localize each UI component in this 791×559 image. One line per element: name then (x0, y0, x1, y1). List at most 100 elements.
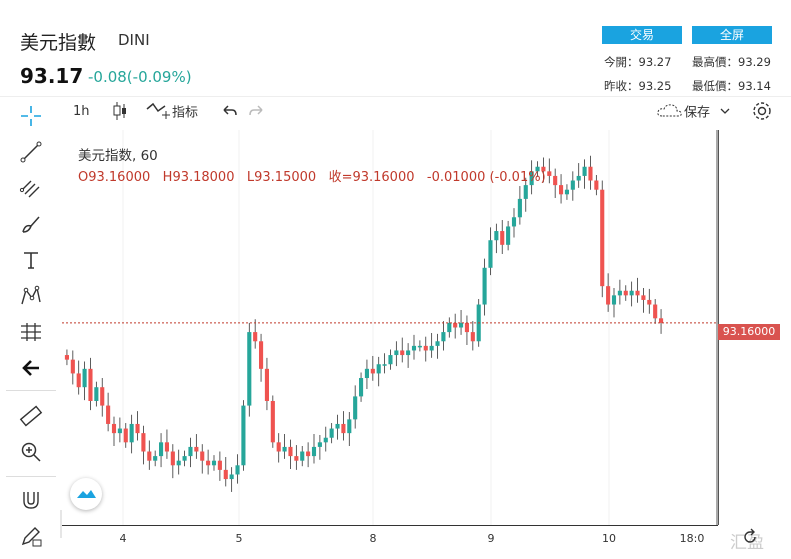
candle-body (88, 368, 93, 401)
candle-body (423, 345, 428, 351)
candle-body (482, 267, 487, 305)
indicator-icon (146, 102, 170, 119)
candle-body (70, 359, 75, 374)
trade-button[interactable]: 交易 (602, 26, 682, 44)
magnet-icon (23, 492, 39, 509)
candle-body (170, 451, 175, 466)
candle-body (241, 405, 246, 466)
stat-low-value: 93.14 (738, 79, 771, 93)
candle-body (223, 469, 228, 480)
candle-body (123, 428, 128, 443)
candle-body (594, 180, 599, 190)
text-tool[interactable] (14, 246, 48, 274)
wave-logo-icon (77, 490, 96, 498)
candle-body (653, 304, 658, 319)
x-tick: 9 (487, 532, 495, 545)
candle-body (488, 240, 493, 268)
refresh-icon (744, 528, 756, 543)
back-tool[interactable] (14, 354, 48, 382)
candle-body (323, 437, 328, 443)
legend-change: -0.01000 (-0.01%) (426, 170, 546, 185)
candle-body (341, 423, 346, 434)
stat-open: 今開：93.27 (604, 54, 671, 70)
measure-range-tool[interactable] (14, 318, 48, 346)
candle-body (564, 189, 569, 195)
price-change: -0.08(-0.09%) (88, 68, 192, 86)
toolbar-divider (0, 96, 791, 97)
candle-body (417, 345, 422, 348)
candle-body (211, 460, 217, 466)
fullscreen-button[interactable]: 全屏 (692, 26, 772, 44)
chart-logo-button[interactable] (70, 478, 102, 510)
left-toolbar-divider-2 (6, 476, 56, 477)
candle-body (523, 185, 528, 199)
price-chart[interactable] (62, 130, 780, 525)
candle-body (100, 387, 105, 406)
indicators-button[interactable]: 指标 (146, 101, 232, 121)
candle-body (117, 428, 122, 434)
candle-body (464, 322, 469, 333)
chevron-down-icon (720, 108, 730, 114)
candle-body (364, 368, 369, 379)
candle-body (282, 446, 287, 452)
candle-body (447, 322, 452, 333)
trendline-tool[interactable] (14, 138, 48, 166)
candle-body (306, 451, 311, 457)
candle-body (611, 295, 617, 305)
candle-body (400, 350, 405, 356)
candle-body (359, 378, 364, 397)
magnet-tool[interactable] (14, 486, 48, 514)
stat-high-value: 93.29 (738, 55, 771, 69)
candle-body (94, 387, 99, 401)
lock-drawings-tool[interactable] (14, 522, 48, 550)
candle-body (235, 465, 240, 475)
crosshair-tool[interactable] (14, 102, 48, 130)
interval-button[interactable]: 1h (73, 104, 90, 119)
candle-body (388, 355, 393, 365)
ruler-icon (19, 405, 43, 427)
current-price-label: 93.16000 (718, 324, 780, 340)
reset-chart-button[interactable] (741, 528, 759, 546)
candle-body (300, 451, 305, 461)
undo-button[interactable] (220, 101, 238, 121)
candle-body (553, 175, 558, 186)
x-tick: 5 (235, 532, 243, 545)
zoom-tool[interactable] (14, 438, 48, 466)
ruler-tool[interactable] (14, 402, 48, 430)
pattern-icon (21, 285, 41, 305)
candle-body (411, 345, 417, 351)
symbol-code: DINI (118, 31, 150, 49)
candle-body (353, 396, 358, 420)
candle-body (176, 460, 181, 466)
pattern-tool[interactable] (14, 282, 48, 310)
stat-open-value: 93.27 (638, 55, 672, 69)
fib-tool[interactable] (14, 174, 48, 202)
candle-body (570, 180, 575, 190)
chart-grid (122, 130, 610, 525)
candle-body (135, 423, 140, 434)
cloud-icon (657, 104, 682, 117)
candles (64, 155, 664, 492)
text-icon (24, 252, 38, 269)
undo-icon (223, 105, 237, 116)
candle-body (194, 446, 199, 452)
candle-style-button[interactable] (112, 101, 128, 121)
chart-legend-title: 美元指数, 60 (78, 148, 158, 164)
redo-button[interactable] (248, 101, 266, 121)
stat-prev-close-value: 93.25 (638, 79, 672, 93)
candle-body (435, 341, 440, 346)
panel-collapse-handle[interactable] (60, 510, 62, 538)
candle-body (600, 189, 605, 287)
candle-body (206, 460, 211, 466)
candle-body (264, 368, 269, 401)
range-icon (21, 323, 41, 341)
settings-button[interactable] (751, 100, 773, 122)
candle-body (500, 231, 505, 245)
candle-body (106, 405, 111, 424)
candle-body (335, 423, 340, 429)
candle-body (164, 442, 169, 452)
candle-body (547, 171, 552, 176)
brush-tool[interactable] (14, 210, 48, 238)
candle-body (217, 460, 222, 470)
save-button[interactable]: 保存 (656, 101, 742, 121)
